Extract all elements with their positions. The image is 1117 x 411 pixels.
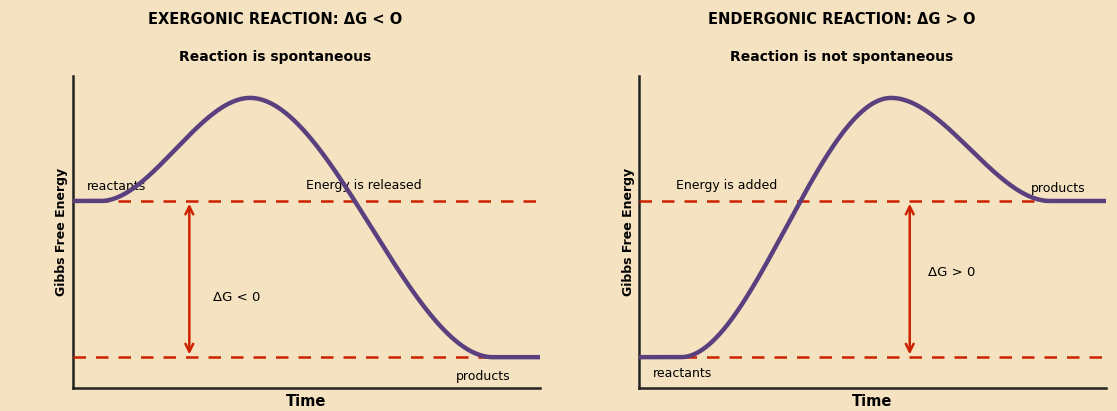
Text: reactants: reactants bbox=[87, 180, 146, 193]
Text: ΔG > 0: ΔG > 0 bbox=[928, 266, 976, 279]
Text: Reaction is not spontaneous: Reaction is not spontaneous bbox=[731, 49, 953, 64]
Y-axis label: Gibbs Free Energy: Gibbs Free Energy bbox=[622, 168, 634, 296]
X-axis label: Time: Time bbox=[852, 394, 892, 409]
Text: ΔG < 0: ΔG < 0 bbox=[212, 291, 260, 304]
Text: products: products bbox=[1031, 182, 1086, 195]
Text: ENDERGONIC REACTION: ΔG > O: ENDERGONIC REACTION: ΔG > O bbox=[708, 12, 975, 27]
Text: products: products bbox=[456, 369, 510, 383]
Text: Energy is released: Energy is released bbox=[306, 179, 422, 192]
Text: reactants: reactants bbox=[653, 367, 713, 379]
Text: Reaction is spontaneous: Reaction is spontaneous bbox=[179, 49, 372, 64]
X-axis label: Time: Time bbox=[286, 394, 326, 409]
Text: Energy is added: Energy is added bbox=[676, 179, 777, 192]
Y-axis label: Gibbs Free Energy: Gibbs Free Energy bbox=[56, 168, 68, 296]
Text: EXERGONIC REACTION: ΔG < O: EXERGONIC REACTION: ΔG < O bbox=[149, 12, 402, 27]
